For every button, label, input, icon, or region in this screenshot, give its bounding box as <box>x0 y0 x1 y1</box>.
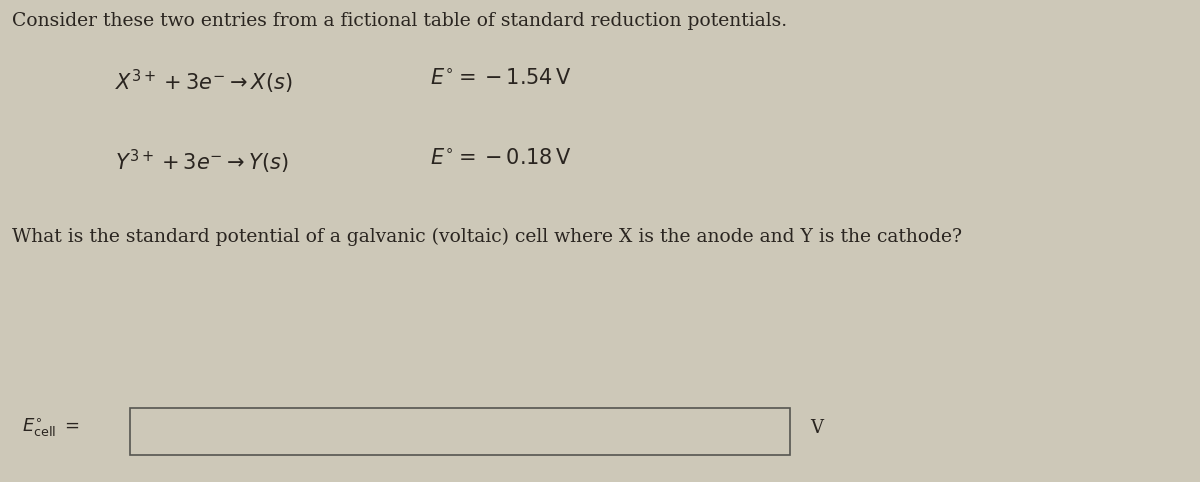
Text: $E^{\circ}_{\mathrm{cell}}$ $=$: $E^{\circ}_{\mathrm{cell}}$ $=$ <box>22 417 80 439</box>
Text: What is the standard potential of a galvanic (voltaic) cell where X is the anode: What is the standard potential of a galv… <box>12 228 962 246</box>
Text: $E^{\circ} = -0.18\,\mathrm{V}$: $E^{\circ} = -0.18\,\mathrm{V}$ <box>430 148 571 168</box>
Text: $Y^{3+} + 3e^{-} \rightarrow Y(s)$: $Y^{3+} + 3e^{-} \rightarrow Y(s)$ <box>115 148 288 176</box>
FancyBboxPatch shape <box>130 408 790 455</box>
Text: $X^{3+} + 3e^{-} \rightarrow X(s)$: $X^{3+} + 3e^{-} \rightarrow X(s)$ <box>115 68 293 96</box>
Text: $E^{\circ} = -1.54\,\mathrm{V}$: $E^{\circ} = -1.54\,\mathrm{V}$ <box>430 68 571 88</box>
Text: Consider these two entries from a fictional table of standard reduction potentia: Consider these two entries from a fictio… <box>12 12 787 30</box>
Text: V: V <box>810 419 823 437</box>
